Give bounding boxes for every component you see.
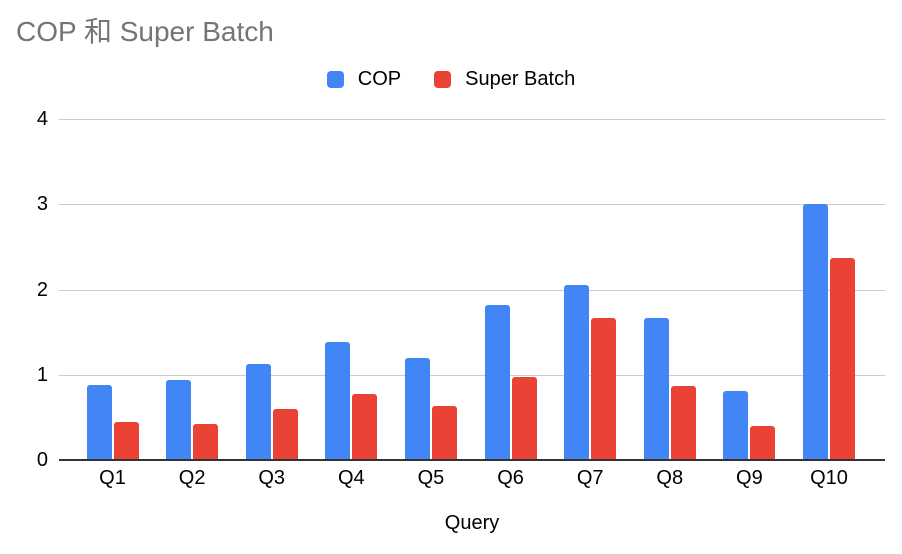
bar-cop-q9 bbox=[723, 390, 749, 460]
x-axis-label-q10: Q10 bbox=[810, 467, 848, 489]
gridline-y2 bbox=[59, 289, 885, 291]
bar-cop-q4 bbox=[325, 342, 351, 460]
bar-super-batch-q6 bbox=[511, 377, 537, 460]
bar-cop-q2 bbox=[166, 379, 192, 460]
bar-super-batch-q8 bbox=[670, 385, 696, 460]
gridline-y4 bbox=[59, 119, 885, 120]
legend-label-cop: COP bbox=[357, 68, 402, 90]
bar-cop-q8 bbox=[643, 317, 669, 460]
bar-super-batch-q7 bbox=[591, 317, 617, 460]
bar-super-batch-q1 bbox=[113, 421, 139, 460]
y-axis-tick-label-1: 1 bbox=[36, 363, 48, 386]
legend: COP Super Batch bbox=[0, 68, 902, 90]
x-axis-label-q2: Q2 bbox=[178, 467, 206, 489]
gridline-y1 bbox=[59, 374, 885, 376]
y-axis-tick-label-3: 3 bbox=[36, 193, 48, 216]
bar-super-batch-q9 bbox=[750, 425, 776, 460]
bar-super-batch-q4 bbox=[352, 393, 378, 460]
bar-cop-q5 bbox=[404, 357, 430, 460]
bar-cop-q10 bbox=[802, 204, 828, 460]
y-axis-tick-label-2: 2 bbox=[36, 278, 48, 301]
bar-cop-q3 bbox=[245, 363, 271, 460]
legend-item-cop: COP bbox=[326, 68, 402, 90]
legend-label-super-batch: Super Batch bbox=[465, 68, 576, 90]
cop-series-swatch-icon bbox=[326, 70, 344, 88]
x-axis-label-q4: Q4 bbox=[337, 467, 365, 489]
bar-cop-q7 bbox=[564, 285, 590, 460]
bar-super-batch-q10 bbox=[829, 257, 855, 460]
y-axis-tick-label-0: 0 bbox=[36, 449, 48, 471]
x-axis-title: Query bbox=[444, 512, 500, 534]
x-axis-label-q5: Q5 bbox=[417, 467, 445, 489]
bar-super-batch-q5 bbox=[431, 406, 457, 460]
bar-super-batch-q3 bbox=[272, 408, 298, 460]
bar-super-batch-q2 bbox=[193, 424, 219, 460]
gridline-y3 bbox=[59, 204, 885, 206]
y-axis-tick-label-4: 4 bbox=[36, 108, 48, 130]
bar-cop-q1 bbox=[86, 384, 112, 460]
x-axis-label-q7: Q7 bbox=[576, 467, 604, 489]
chart-title: COP 和 Super Batch bbox=[16, 16, 274, 47]
x-axis-label-q8: Q8 bbox=[656, 467, 684, 489]
super-batch-series-swatch-icon bbox=[434, 70, 452, 88]
legend-item-super-batch: Super Batch bbox=[434, 68, 575, 90]
x-axis-label-q3: Q3 bbox=[258, 467, 286, 489]
x-axis-label-q1: Q1 bbox=[99, 467, 126, 489]
bar-cop-q6 bbox=[484, 304, 510, 460]
x-axis-label-q9: Q9 bbox=[736, 467, 763, 489]
x-axis-baseline bbox=[59, 459, 885, 461]
x-axis-label-q6: Q6 bbox=[497, 467, 524, 489]
